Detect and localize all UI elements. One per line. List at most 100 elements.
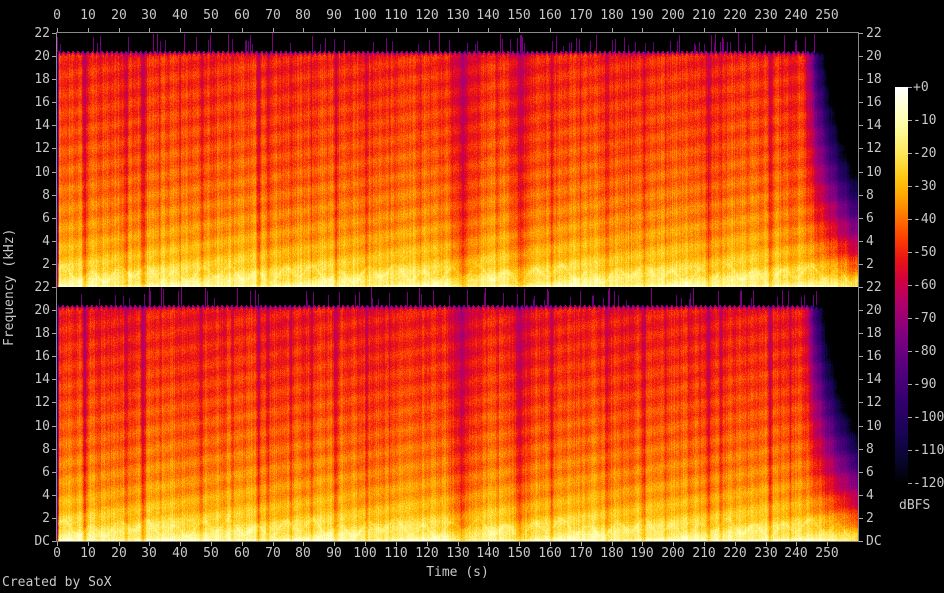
freq-tick-right — [859, 426, 863, 427]
freq-tick-label-right: 4 — [866, 488, 874, 503]
colorbar-tick — [908, 450, 912, 451]
freq-tick-right — [859, 541, 863, 542]
freq-tick-left — [52, 310, 56, 311]
colorbar-tick — [908, 219, 912, 220]
time-tick-label-bottom: 220 — [723, 546, 747, 561]
time-tick-label-bottom: 230 — [754, 546, 778, 561]
freq-tick-label-right: 18 — [866, 72, 882, 87]
freq-tick-label-left: 18 — [34, 72, 50, 87]
freq-tick-label-right: 6 — [866, 465, 874, 480]
time-tick-label-bottom: 90 — [326, 546, 342, 561]
freq-tick-label-left: 8 — [42, 188, 50, 203]
time-tick-label-top: 10 — [80, 8, 96, 23]
time-tick-top — [211, 28, 212, 32]
time-tick-top — [427, 28, 428, 32]
colorbar-tick — [908, 318, 912, 319]
freq-tick-left — [52, 218, 56, 219]
axis-line-right — [858, 32, 859, 542]
freq-tick-left — [52, 426, 56, 427]
freq-tick-left — [52, 449, 56, 450]
time-tick-bottom — [273, 542, 274, 546]
time-tick-top — [88, 28, 89, 32]
time-tick-label-top: 90 — [326, 8, 342, 23]
time-tick-bottom — [57, 542, 58, 546]
time-tick-bottom — [149, 542, 150, 546]
freq-tick-left — [52, 472, 56, 473]
time-tick-bottom — [735, 542, 736, 546]
time-tick-top — [581, 28, 582, 32]
time-tick-label-top: 30 — [141, 8, 157, 23]
time-tick-label-top: 80 — [295, 8, 311, 23]
time-tick-label-top: 110 — [384, 8, 408, 23]
freq-tick-right — [859, 495, 863, 496]
time-tick-bottom — [458, 542, 459, 546]
time-tick-label-bottom: 240 — [784, 546, 808, 561]
colorbar-tick — [908, 483, 912, 484]
freq-tick-label-left: 2 — [42, 257, 50, 272]
time-tick-label-top: 220 — [723, 8, 747, 23]
time-tick-bottom — [242, 542, 243, 546]
axis-line-top — [56, 32, 859, 33]
colorbar-tick-label: -110 — [913, 443, 944, 458]
freq-tick-right — [859, 172, 863, 173]
time-tick-label-top: 170 — [569, 8, 593, 23]
time-tick-bottom — [334, 542, 335, 546]
colorbar-tick-label: -90 — [913, 377, 937, 392]
time-axis-title: Time (s) — [426, 565, 489, 580]
spectrogram-channel-2 — [57, 287, 858, 541]
time-tick-bottom — [365, 542, 366, 546]
time-tick-top — [550, 28, 551, 32]
time-tick-label-top: 180 — [600, 8, 624, 23]
colorbar-gradient — [895, 87, 908, 484]
time-tick-bottom — [796, 542, 797, 546]
time-tick-top — [642, 28, 643, 32]
freq-tick-label-left: 18 — [34, 326, 50, 341]
freq-tick-left — [52, 495, 56, 496]
freq-tick-label-left: 6 — [42, 211, 50, 226]
time-tick-label-top: 200 — [661, 8, 685, 23]
freq-tick-right — [859, 125, 863, 126]
time-tick-bottom — [180, 542, 181, 546]
time-tick-bottom — [704, 542, 705, 546]
time-tick-label-top: 20 — [111, 8, 127, 23]
time-tick-top — [827, 28, 828, 32]
freq-tick-label-left: 10 — [34, 419, 50, 434]
time-tick-label-bottom: 0 — [53, 546, 61, 561]
colorbar-tick-label: -30 — [913, 179, 937, 194]
time-tick-bottom — [119, 542, 120, 546]
time-tick-label-bottom: 160 — [538, 546, 562, 561]
freq-tick-right — [859, 148, 863, 149]
colorbar-tick-label: -120 — [913, 476, 944, 491]
time-tick-label-top: 40 — [172, 8, 188, 23]
time-tick-label-bottom: 120 — [415, 546, 439, 561]
freq-tick-label-right: 20 — [866, 303, 882, 318]
freq-tick-right — [859, 310, 863, 311]
time-tick-label-top: 190 — [630, 8, 654, 23]
freq-tick-left — [52, 264, 56, 265]
freq-tick-right — [859, 264, 863, 265]
freq-tick-label-right: 10 — [866, 419, 882, 434]
colorbar-tick — [908, 384, 912, 385]
colorbar-tick — [908, 153, 912, 154]
freq-tick-label-left: 8 — [42, 442, 50, 457]
creator-credit: Created by SoX — [2, 575, 112, 590]
time-tick-top — [488, 28, 489, 32]
freq-tick-left — [52, 102, 56, 103]
freq-tick-right — [859, 33, 863, 34]
colorbar-tick-label: -80 — [913, 344, 937, 359]
freq-tick-left — [52, 402, 56, 403]
time-tick-top — [119, 28, 120, 32]
time-tick-label-bottom: 30 — [141, 546, 157, 561]
freq-tick-right — [859, 472, 863, 473]
time-tick-label-top: 50 — [203, 8, 219, 23]
freq-tick-label-right: 12 — [866, 141, 882, 156]
spectrogram-channel-1 — [57, 33, 858, 287]
time-tick-bottom — [519, 542, 520, 546]
colorbar-tick — [908, 186, 912, 187]
freq-tick-right — [859, 518, 863, 519]
freq-tick-right — [859, 333, 863, 334]
freq-tick-label-right: 4 — [866, 234, 874, 249]
freq-tick-label-left: 2 — [42, 511, 50, 526]
frequency-axis-title: Frequency (kHz) — [2, 228, 17, 346]
